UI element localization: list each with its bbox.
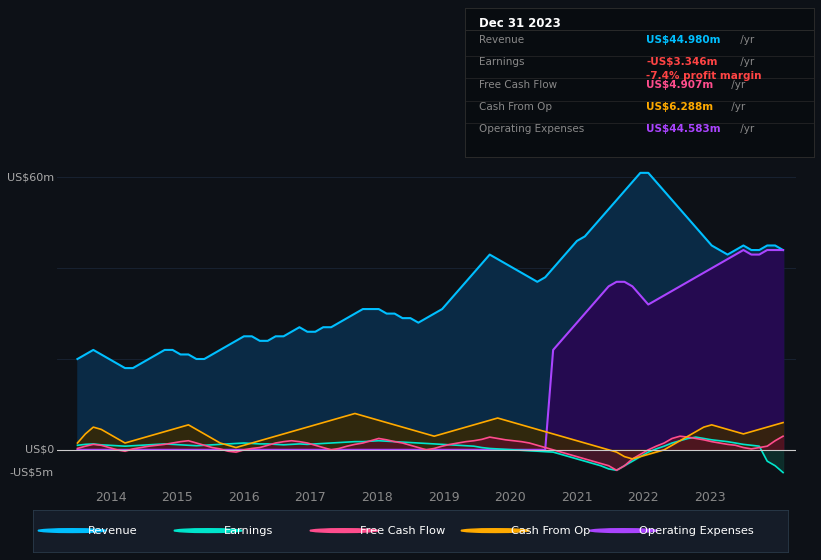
Text: Operating Expenses: Operating Expenses (479, 124, 584, 134)
Circle shape (174, 529, 242, 533)
Text: -US$3.346m: -US$3.346m (646, 57, 718, 67)
Text: /yr: /yr (737, 57, 754, 67)
Text: /yr: /yr (727, 102, 745, 112)
Circle shape (310, 529, 378, 533)
Text: Cash From Op: Cash From Op (479, 102, 552, 112)
Text: US$44.583m: US$44.583m (646, 124, 721, 134)
Text: /yr: /yr (727, 81, 745, 90)
Text: US$44.980m: US$44.980m (646, 35, 721, 45)
Circle shape (589, 529, 658, 533)
Circle shape (38, 529, 106, 533)
Text: Earnings: Earnings (224, 526, 273, 535)
Text: Dec 31 2023: Dec 31 2023 (479, 17, 561, 30)
Text: -US$5m: -US$5m (10, 468, 54, 478)
Text: /yr: /yr (737, 35, 754, 45)
Text: Cash From Op: Cash From Op (511, 526, 590, 535)
Text: Revenue: Revenue (479, 35, 524, 45)
Text: /yr: /yr (737, 124, 754, 134)
Text: US$6.288m: US$6.288m (646, 102, 713, 112)
Text: -7.4% profit margin: -7.4% profit margin (646, 72, 762, 81)
Text: Free Cash Flow: Free Cash Flow (479, 81, 557, 90)
Circle shape (461, 529, 529, 533)
Text: Free Cash Flow: Free Cash Flow (360, 526, 445, 535)
Text: US$0: US$0 (25, 445, 54, 455)
Text: Earnings: Earnings (479, 57, 524, 67)
Text: Revenue: Revenue (88, 526, 138, 535)
Text: Operating Expenses: Operating Expenses (640, 526, 754, 535)
Text: US$4.907m: US$4.907m (646, 81, 713, 90)
Text: US$60m: US$60m (7, 172, 54, 183)
